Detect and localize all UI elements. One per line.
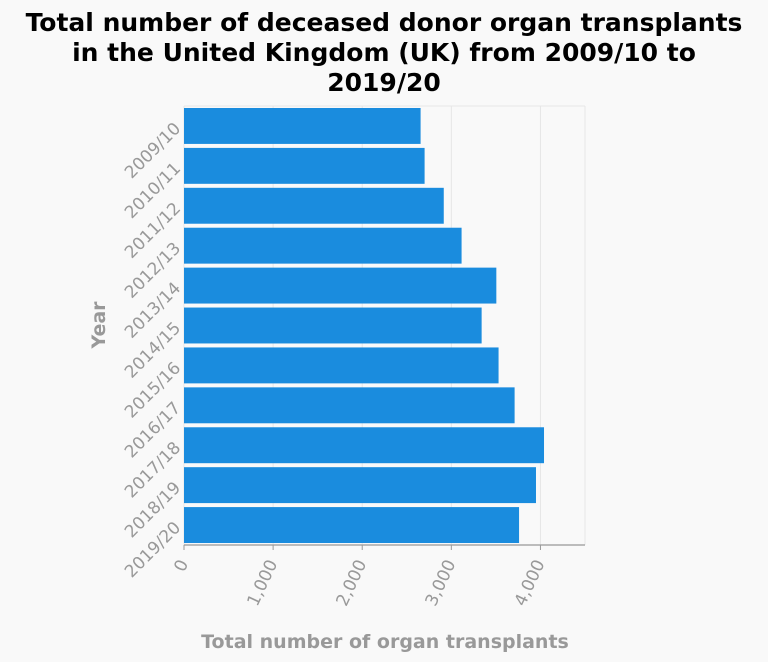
bar-2018-19 (184, 467, 536, 504)
chart-title-line: 2019/20 (327, 68, 441, 97)
x-axis-label: Total number of organ transplants (201, 631, 569, 653)
y-tick-labels: 2009/102010/112011/122012/132013/142014/… (121, 119, 185, 582)
x-tick-label: 0 (170, 557, 193, 575)
bar-2019-20 (184, 507, 520, 544)
bar-2017-18 (184, 427, 545, 464)
chart-title: Total number of deceased donor organ tra… (26, 8, 743, 97)
bar-2010-11 (184, 147, 425, 184)
bar-2013-14 (184, 267, 497, 304)
bar-2014-15 (184, 307, 482, 344)
bars (184, 107, 545, 544)
bar-2009-10 (184, 107, 421, 144)
x-tick-label: 1,000 (243, 557, 282, 610)
x-tick-label: 4,000 (511, 557, 550, 610)
y-axis-label: Year (88, 301, 110, 350)
bar-2016-17 (184, 387, 515, 424)
chart-title-line: in the United Kingdom (UK) from 2009/10 … (72, 38, 696, 67)
x-tick-label: 3,000 (422, 557, 461, 610)
x-tick-label: 2,000 (333, 557, 372, 610)
axes (183, 544, 585, 550)
bar-2012-13 (184, 227, 462, 264)
chart-title-line: Total number of deceased donor organ tra… (26, 8, 743, 37)
bar-2015-16 (184, 347, 499, 384)
bar-2011-12 (184, 187, 444, 224)
x-tick-labels: 0 1,000 2,000 3,000 4,000 (170, 557, 549, 610)
